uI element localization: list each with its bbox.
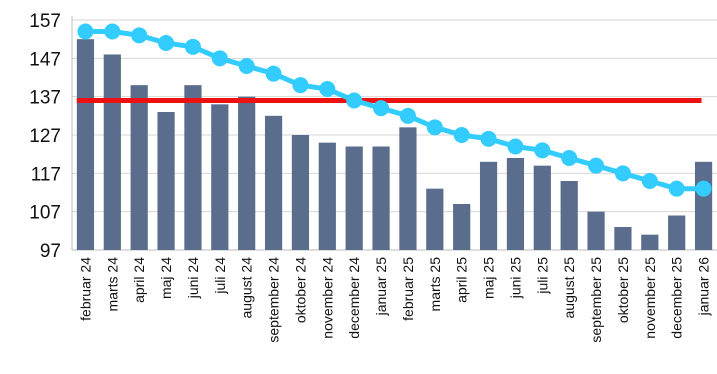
- trend-point: [77, 23, 94, 40]
- x-tick-label: juli 24: [212, 257, 228, 295]
- bar: [157, 112, 175, 250]
- trend-line-series: [77, 23, 712, 197]
- bar: [318, 142, 336, 250]
- bar: [399, 127, 417, 250]
- x-tick-label: januar 25: [373, 257, 389, 317]
- trend-point: [265, 65, 282, 82]
- bar: [533, 165, 551, 250]
- trend-point: [319, 81, 336, 97]
- trend-point: [641, 173, 658, 189]
- x-tick-label: august 25: [561, 257, 577, 319]
- x-tick-label: februar 24: [77, 257, 93, 321]
- bar: [264, 115, 283, 250]
- x-tick-label: februar 25: [400, 257, 416, 321]
- x-tick-label: september 24: [266, 257, 282, 343]
- bar: [291, 135, 310, 250]
- trend-point: [399, 107, 416, 124]
- trend-line: [85, 29, 704, 192]
- gridlines: [71, 16, 717, 251]
- y-tick-label: 137: [29, 88, 61, 109]
- x-tick-label: oktober 24: [292, 257, 308, 323]
- y-tick-label: 157: [29, 11, 61, 32]
- bar: [130, 85, 148, 251]
- x-tick-label: december 24: [346, 257, 362, 339]
- trend-point: [507, 138, 524, 155]
- trend-point: [668, 180, 685, 197]
- x-axis-ticks: februar 24 marts 24 april 24 maj 24 juni 24 j…: [77, 257, 711, 343]
- x-tick-label: marts 24: [104, 257, 120, 312]
- bar: [614, 227, 632, 250]
- x-tick-label: juli 25: [534, 257, 550, 295]
- bar: [479, 161, 498, 250]
- bar: [103, 54, 121, 250]
- trend-point: [588, 157, 605, 174]
- bar: [211, 104, 229, 250]
- bar: [641, 234, 659, 250]
- trend-point: [238, 58, 255, 74]
- trend-point: [480, 130, 497, 147]
- trend-point: [211, 50, 228, 67]
- trend-point: [561, 150, 578, 166]
- bar: [372, 146, 390, 250]
- bar: [694, 161, 713, 250]
- x-tick-label: april 25: [454, 257, 470, 303]
- bar: [587, 211, 605, 250]
- bar: [76, 39, 95, 250]
- trend-point: [104, 23, 121, 40]
- y-tick-label: 97: [40, 241, 61, 262]
- trend-point: [534, 142, 551, 159]
- bar: [426, 188, 444, 250]
- y-axis-ticks: 157 147 137 127 117 107 97: [29, 11, 61, 262]
- trend-point: [184, 38, 201, 55]
- trend-point: [346, 92, 363, 109]
- bar: [453, 204, 471, 250]
- y-tick-label: 117: [31, 164, 61, 185]
- x-tick-label: april 24: [131, 257, 147, 303]
- trend-point: [695, 180, 712, 197]
- y-tick-label: 127: [29, 126, 61, 147]
- x-tick-label: november 25: [642, 257, 658, 339]
- x-tick-label: maj 24: [158, 257, 174, 299]
- bar: [238, 96, 256, 251]
- x-tick-label: august 24: [239, 257, 255, 319]
- trend-point: [292, 77, 309, 94]
- x-tick-label: november 24: [319, 257, 335, 339]
- x-tick-label: maj 25: [481, 257, 497, 299]
- y-tick-label: 147: [29, 49, 61, 70]
- bar: [506, 158, 525, 250]
- bar: [345, 146, 363, 250]
- x-tick-label: oktober 25: [615, 257, 631, 323]
- y-tick-label: 107: [29, 203, 61, 224]
- trend-point: [426, 119, 443, 136]
- trend-point: [158, 35, 175, 51]
- trend-point: [453, 127, 470, 143]
- x-tick-label: december 25: [669, 257, 685, 339]
- bar: [560, 181, 578, 250]
- trend-point: [614, 165, 631, 182]
- x-tick-label: juni 24: [185, 257, 201, 299]
- trend-point: [373, 100, 390, 117]
- x-tick-label: marts 25: [427, 257, 443, 312]
- bar: [184, 85, 202, 251]
- bar: [668, 215, 686, 250]
- x-tick-label: september 25: [588, 257, 604, 343]
- x-tick-label: juni 25: [507, 257, 523, 299]
- x-tick-label: januar 26: [696, 257, 712, 317]
- trend-point: [131, 27, 148, 44]
- bar-series: [76, 39, 713, 251]
